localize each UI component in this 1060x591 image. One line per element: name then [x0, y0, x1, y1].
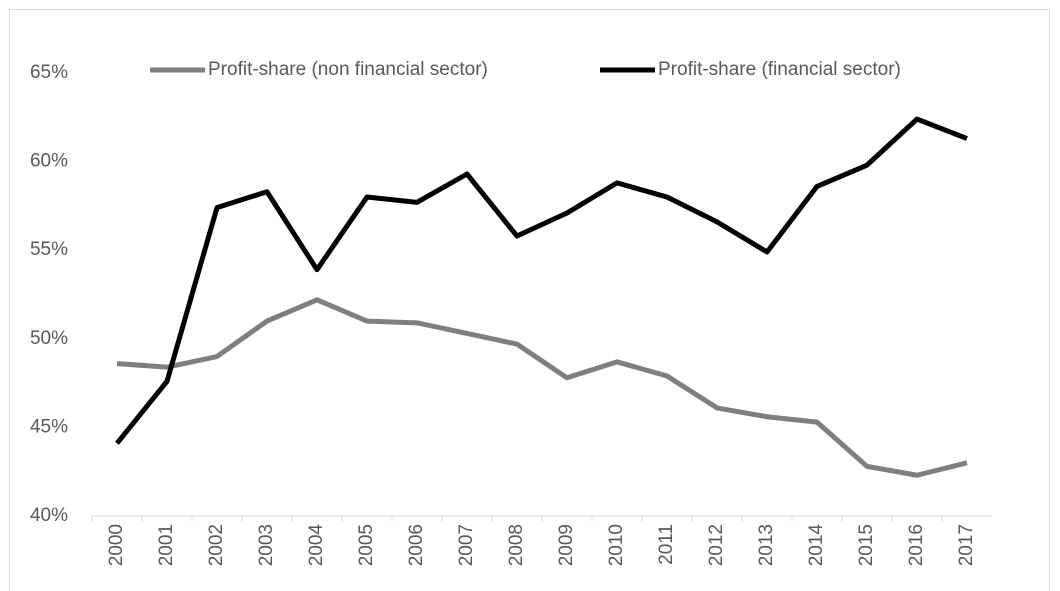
legend-label: Profit-share (non financial sector) [208, 59, 488, 80]
y-tick-label: 45% [30, 416, 68, 437]
x-tick-label: 2011 [656, 524, 677, 565]
x-tick-label: 2004 [306, 524, 327, 567]
x-tick-label: 2005 [356, 524, 377, 566]
chart-border [9, 9, 1050, 591]
line [115, 116, 968, 445]
x-tick-label: 2008 [506, 524, 527, 566]
y-tick-label: 55% [30, 239, 68, 260]
x-tick-label: 2009 [556, 524, 577, 566]
x-tick-label: 2014 [806, 524, 827, 567]
x-tick-label: 2017 [956, 524, 977, 566]
y-tick-label: 50% [30, 328, 68, 349]
x-tick-label: 2000 [106, 524, 127, 566]
x-tick-label: 2003 [256, 524, 277, 566]
y-tick-label: 65% [30, 62, 68, 83]
x-tick-label: 2013 [756, 524, 777, 566]
x-tick-label: 2002 [206, 524, 227, 566]
x-tick-label: 2001 [156, 524, 177, 566]
x-tick-label: 2015 [856, 524, 877, 566]
line [116, 297, 968, 478]
x-tick-label: 2006 [406, 524, 427, 566]
x-tick-label: 2010 [606, 524, 627, 566]
x-tick-label: 2012 [706, 524, 727, 566]
legend-label: Profit-share (financial sector) [658, 59, 901, 80]
y-tick-label: 60% [30, 151, 68, 172]
x-tick-label: 2007 [456, 524, 477, 566]
y-tick-label: 40% [30, 505, 68, 526]
x-tick-label: 2016 [906, 524, 927, 566]
